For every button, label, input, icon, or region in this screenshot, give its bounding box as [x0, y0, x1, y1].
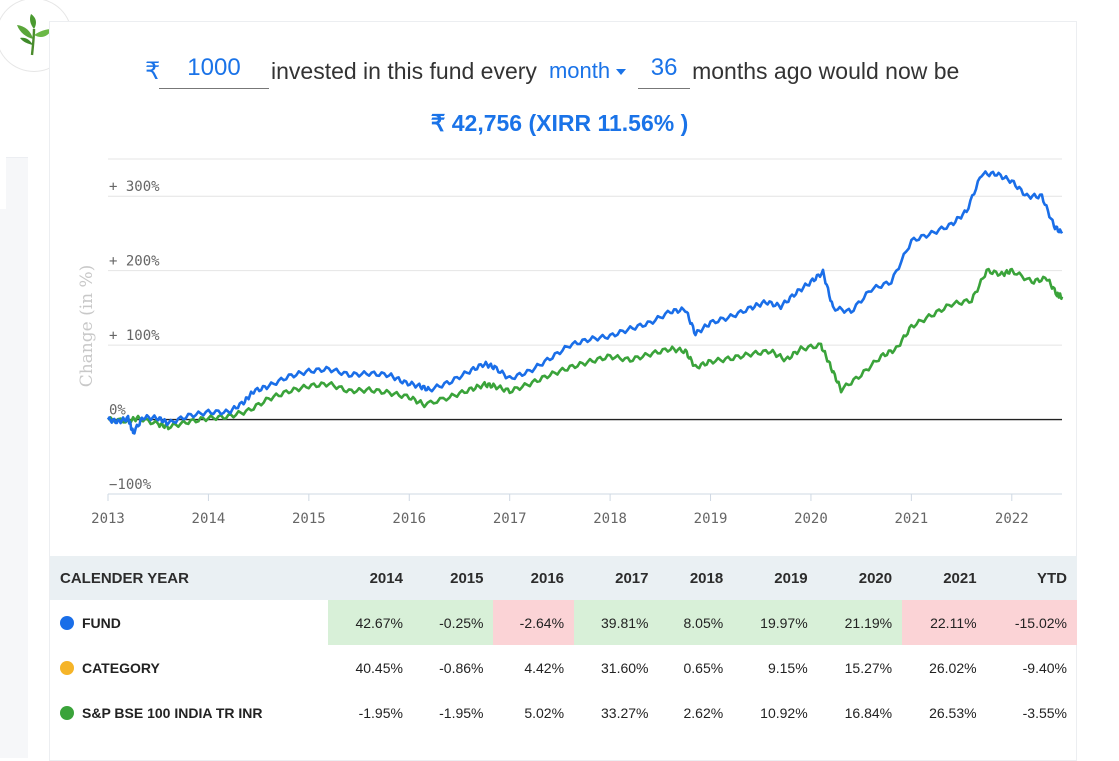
months-ago-text: months ago would now be — [692, 57, 960, 84]
return-cell: 10.92% — [760, 704, 808, 721]
return-cell: 40.45% — [355, 659, 403, 676]
return-cell: 19.97% — [733, 600, 818, 645]
return-cell: -0.25% — [412, 600, 494, 645]
return-cell: 26.53% — [929, 704, 977, 721]
legend-dot-icon — [60, 705, 74, 720]
caret-down-icon — [616, 69, 627, 75]
return-cell: -0.86% — [439, 659, 484, 676]
header-year-2019: 2019 — [733, 556, 818, 600]
return-cell: 39.81% — [574, 600, 659, 645]
header-year-2018: 2018 — [658, 556, 734, 600]
x-tick-label: 2019 — [694, 511, 728, 527]
legend-dot-icon — [60, 660, 74, 675]
header-year-2015: 2015 — [412, 556, 494, 600]
header-calendar-year: CALENDER YEAR — [50, 556, 329, 600]
sip-sentence: ₹ invested in this fund every month mont… — [145, 48, 959, 94]
return-cell: 21.19% — [817, 600, 903, 645]
x-tick-label: 2016 — [392, 511, 426, 527]
return-cell: -2.64% — [493, 600, 575, 645]
return-cell: -1.95% — [439, 704, 484, 721]
performance-line-chart: + 300% + 200% + 100% 0% −100% 2013 2014 2015 20… — [77, 158, 1064, 527]
return-cell: -3.55% — [1022, 704, 1067, 721]
fund-series-line — [106, 170, 1064, 435]
frequency-dropdown[interactable]: month — [548, 58, 627, 84]
return-cell: 9.15% — [767, 659, 808, 676]
row-label: FUND — [50, 600, 328, 645]
y-tick-label: −100% — [109, 477, 152, 493]
return-cell: 31.60% — [601, 659, 649, 676]
x-tick-label: 2022 — [995, 511, 1029, 527]
return-cell: 8.05% — [658, 600, 734, 645]
currency-symbol: ₹ — [145, 57, 161, 85]
return-cell: 33.27% — [601, 704, 649, 721]
row-label: CATEGORY — [50, 645, 328, 690]
row-name: FUND — [82, 614, 121, 631]
x-tick-label: 2020 — [794, 511, 828, 527]
x-tick-label: 2015 — [292, 511, 326, 527]
table-row: CATEGORY 40.45% -0.86% 4.42% 31.60% 0.65% 9.15… — [50, 645, 1077, 690]
y-tick-label: + 200% — [109, 254, 160, 270]
header-year-ytd: YTD — [986, 556, 1077, 600]
return-cell: 16.84% — [844, 704, 893, 721]
amount-input[interactable] — [159, 53, 269, 89]
x-tick-label: 2018 — [593, 511, 627, 527]
return-cell: -15.02% — [986, 600, 1077, 645]
months-input[interactable] — [638, 53, 691, 89]
annual-returns-table: CALENDER YEAR 2014 2015 2016 2017 2018 2019 202… — [50, 556, 1077, 735]
header-year-2014: 2014 — [328, 556, 413, 600]
return-cell: 22.11% — [902, 600, 987, 645]
leaf-logo-icon — [17, 14, 52, 56]
y-tick-label: + 100% — [109, 328, 160, 344]
return-cell: -1.95% — [358, 704, 403, 721]
row-name: S&P BSE 100 INDIA TR INR — [82, 704, 263, 721]
return-cell: 5.02% — [524, 704, 565, 721]
return-cell: -9.40% — [1022, 659, 1067, 676]
return-cell: 4.42% — [524, 659, 565, 676]
x-tick-label: 2014 — [192, 511, 226, 527]
table-row: S&P BSE 100 INDIA TR INR -1.95% -1.95% 5.02… — [50, 690, 1077, 735]
row-name: CATEGORY — [82, 659, 160, 676]
y-tick-label: 0% — [109, 403, 126, 419]
left-panel-strip — [0, 157, 28, 758]
return-cell: 2.62% — [683, 704, 724, 721]
row-label: S&P BSE 100 INDIA TR INR — [50, 690, 328, 735]
header-year-2020: 2020 — [817, 556, 903, 600]
table-row: FUND 42.67% -0.25% -2.64% 39.81% 8.05% 19.97% 2… — [50, 600, 1077, 645]
return-cell: 0.65% — [683, 659, 724, 676]
table-header-row: CALENDER YEAR 2014 2015 2016 2017 2018 2019 202… — [50, 556, 1077, 600]
frequency-value: month — [548, 58, 611, 83]
sip-result-value: ₹ 42,756 (XIRR 11.56% ) — [430, 110, 689, 136]
x-tick-label: 2021 — [895, 511, 929, 527]
return-cell: 15.27% — [844, 659, 893, 676]
x-tick-label: 2013 — [91, 511, 125, 527]
left-panel-edge — [0, 157, 6, 209]
legend-dot-icon — [60, 615, 74, 630]
header-year-2016: 2016 — [493, 556, 575, 600]
invested-text: invested in this fund every — [271, 57, 537, 84]
y-tick-label: + 300% — [109, 179, 160, 195]
benchmark-series-line — [107, 267, 1064, 431]
return-cell: 42.67% — [328, 600, 413, 645]
y-axis-label: Change (in %) — [77, 265, 97, 388]
x-tick-label: 2017 — [493, 511, 527, 527]
return-cell: 26.02% — [929, 659, 977, 676]
header-year-2021: 2021 — [902, 556, 987, 600]
header-year-2017: 2017 — [574, 556, 659, 600]
